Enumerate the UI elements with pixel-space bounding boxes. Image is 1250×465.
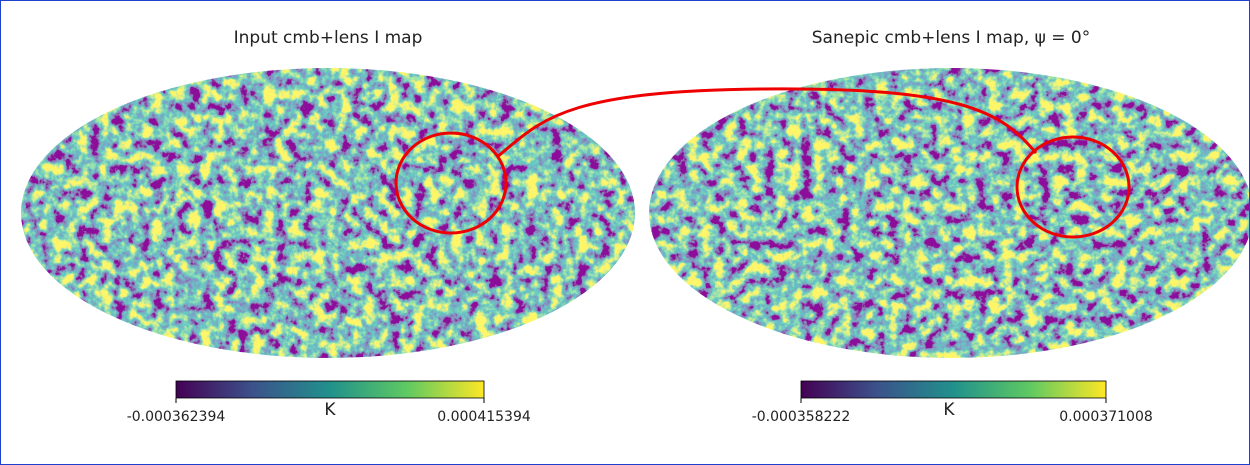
panel-title: Sanepic cmb+lens I map, ψ = 0° [812,28,1090,48]
colorbar-min: -0.000358222 [752,409,851,425]
figure: Input cmb+lens I map -0.000362394 0.0004… [0,0,1250,465]
colorbar-max: 0.000415394 [437,409,531,425]
sky-map [21,68,635,358]
colorbar [176,381,484,398]
colorbar [801,381,1106,398]
colorbar-min: -0.000362394 [127,409,226,425]
sky-map [649,68,1249,358]
colorbar-unit: K [324,400,336,420]
figure-canvas: Input cmb+lens I map -0.000362394 0.0004… [1,1,1249,464]
colorbar-unit: K [943,400,955,420]
panel-title: Input cmb+lens I map [234,28,423,48]
colorbar-max: 0.000371008 [1059,409,1153,425]
